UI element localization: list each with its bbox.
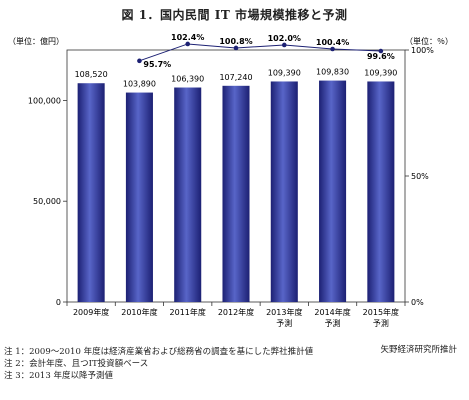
growth-rate-label: 100.8% bbox=[219, 37, 252, 46]
bar-label-background bbox=[318, 65, 348, 78]
bar-value-label: 109,390 bbox=[364, 68, 397, 77]
bar-label-background bbox=[221, 70, 251, 83]
bar-value-label: 106,390 bbox=[171, 75, 204, 84]
bar-value-label: 107,240 bbox=[219, 73, 252, 82]
category-label: 2015年度 bbox=[363, 307, 399, 317]
bar bbox=[125, 92, 153, 302]
bar bbox=[222, 85, 250, 302]
bar-label-background bbox=[366, 66, 396, 79]
category-label: 予測 bbox=[325, 318, 341, 328]
right-axis-unit: （単位：％） bbox=[405, 36, 453, 46]
growth-rate-label: 100.4% bbox=[316, 38, 349, 47]
bar-label-background bbox=[76, 68, 106, 81]
category-label: 2012年度 bbox=[218, 307, 254, 317]
left-axis-tick-label: 0 bbox=[56, 298, 61, 307]
chart-title: 図 1．国内民間 IT 市場規模推移と予測 bbox=[121, 8, 348, 22]
growth-rate-point bbox=[137, 58, 142, 64]
left-axis-tick-label: 100,000 bbox=[28, 96, 61, 105]
growth-rate-point bbox=[281, 42, 287, 48]
source-note: 矢野経済研究所推計 bbox=[380, 345, 457, 355]
growth-rate-label: 99.6% bbox=[367, 52, 395, 61]
bar-label-background bbox=[124, 77, 154, 90]
category-label: 2011年度 bbox=[170, 307, 206, 317]
bar-value-label: 108,520 bbox=[75, 70, 108, 79]
footnote-3: 注 3：2013 年度以降予測値 bbox=[4, 371, 113, 381]
category-label: 2014年度 bbox=[314, 307, 350, 317]
bar bbox=[367, 81, 395, 302]
growth-rate-point bbox=[330, 46, 335, 52]
bar-value-label: 109,830 bbox=[316, 68, 349, 77]
category-label: 2010年度 bbox=[121, 307, 157, 317]
bar bbox=[174, 87, 202, 302]
right-axis-tick-label: 0% bbox=[411, 298, 424, 307]
footnote-2: 注 2：会計年度、且つIT投資額ベース bbox=[4, 359, 149, 369]
left-axis-unit: （単位：億円） bbox=[8, 36, 64, 46]
footnotes: 注 1：2009～2010 年度は経済産業省および総務省の調査を基にした弊社推計… bbox=[4, 346, 464, 382]
growth-rate-label: 95.7% bbox=[143, 60, 171, 69]
category-label: 予測 bbox=[373, 318, 389, 328]
footnote-1: 注 1：2009～2010 年度は経済産業省および総務省の調査を基にした弊社推計… bbox=[4, 347, 314, 357]
category-label: 2009年度 bbox=[73, 307, 109, 317]
bar-label-background bbox=[269, 66, 299, 79]
growth-rate-point bbox=[233, 45, 239, 51]
bar-value-label: 103,890 bbox=[123, 80, 156, 89]
bar-label-background bbox=[173, 72, 203, 85]
bar-value-label: 109,390 bbox=[268, 68, 301, 77]
category-label: 予測 bbox=[276, 318, 292, 328]
growth-rate-label: 102.0% bbox=[268, 34, 301, 43]
growth-rate-point bbox=[378, 48, 384, 54]
growth-rate-label: 102.4% bbox=[171, 33, 204, 42]
bar bbox=[77, 83, 105, 302]
bar bbox=[319, 80, 347, 302]
right-axis-tick-label: 100% bbox=[411, 46, 434, 55]
category-label: 2013年度 bbox=[266, 307, 302, 317]
left-axis-tick-label: 50,000 bbox=[33, 197, 61, 206]
growth-rate-point bbox=[185, 41, 191, 47]
bar bbox=[270, 81, 298, 302]
growth-rate-line bbox=[139, 43, 381, 62]
right-axis-tick-label: 50% bbox=[411, 172, 429, 181]
